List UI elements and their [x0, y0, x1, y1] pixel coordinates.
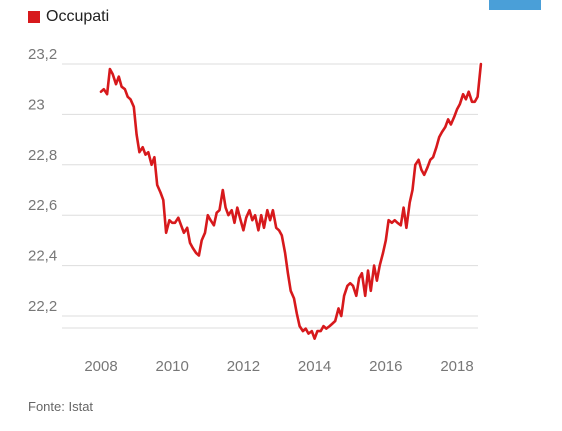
- corner-tab: [489, 0, 541, 10]
- legend-label: Occupati: [46, 8, 110, 25]
- legend: Occupati: [28, 8, 109, 26]
- x-tick-label: 2018: [440, 358, 473, 375]
- y-tick-label: 23,2: [28, 46, 57, 63]
- legend-swatch: [28, 11, 40, 23]
- source-note: Fonte: Istat: [28, 399, 94, 414]
- series-layer: [99, 62, 483, 340]
- x-tick-label: 2016: [369, 358, 402, 375]
- y-tick-label: 22,8: [28, 147, 57, 164]
- x-tick-label: 2014: [298, 358, 331, 375]
- y-tick-label: 22,4: [28, 248, 57, 265]
- y-tick-label: 22,2: [28, 298, 57, 315]
- gridlines: [62, 63, 478, 329]
- y-tick-label: 22,6: [28, 197, 57, 214]
- x-tick-label: 2008: [84, 358, 117, 375]
- x-axis-labels: 2008 2010 2012 2014 2016 2018: [84, 358, 473, 375]
- y-axis-labels: 22,2 22,4 22,6 22,8 23 23,2: [28, 46, 57, 315]
- x-tick-label: 2010: [156, 358, 189, 375]
- x-tick-label: 2012: [227, 358, 260, 375]
- y-tick-label: 23: [28, 96, 45, 113]
- series-line-occupati: [99, 62, 483, 340]
